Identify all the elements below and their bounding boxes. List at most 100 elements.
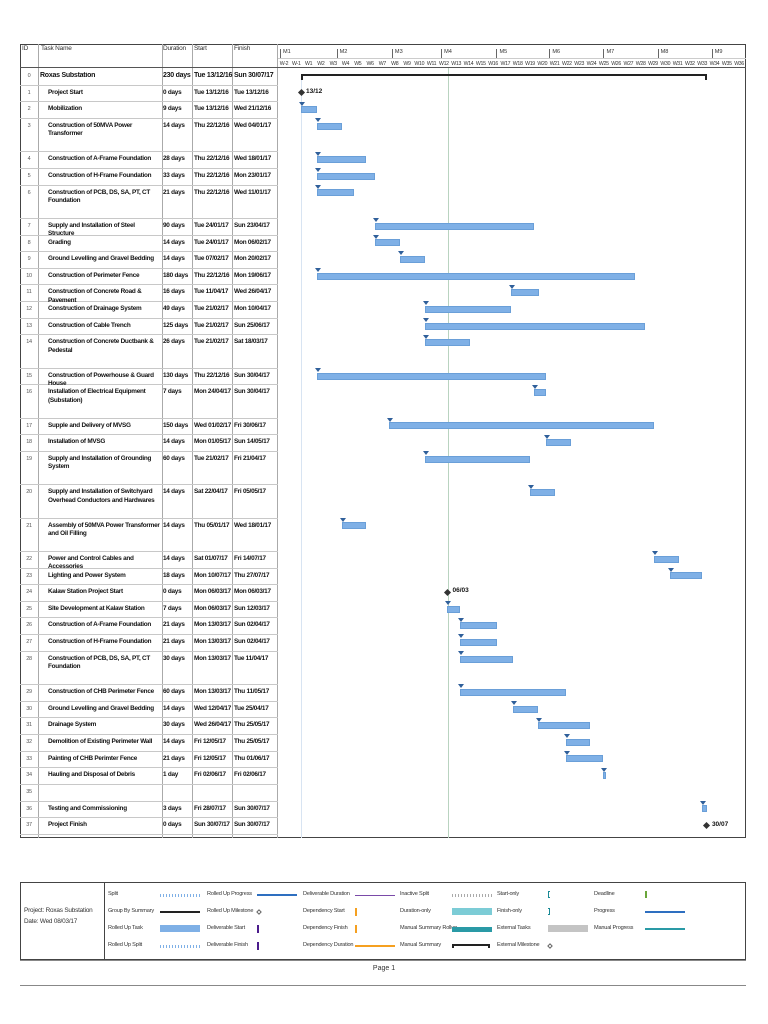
- task-duration[interactable]: 14 days: [163, 121, 185, 129]
- gantt-bar[interactable]: [424, 339, 471, 347]
- task-duration[interactable]: 30 days: [163, 654, 185, 662]
- gantt-bar[interactable]: [701, 805, 707, 813]
- task-duration[interactable]: 7 days: [163, 388, 182, 396]
- task-start[interactable]: Tue 13/12/16: [194, 105, 229, 113]
- gantt-bar[interactable]: [459, 655, 513, 663]
- gantt-bar[interactable]: [424, 322, 646, 330]
- task-duration[interactable]: 14 days: [163, 554, 185, 562]
- task-start[interactable]: Mon 13/03/17: [194, 654, 231, 662]
- task-duration[interactable]: 33 days: [163, 171, 185, 179]
- col-header-duration[interactable]: Duration: [163, 45, 186, 52]
- task-duration[interactable]: 30 days: [163, 721, 185, 729]
- gantt-bar[interactable]: [375, 222, 534, 230]
- task-finish[interactable]: Sun 02/04/17: [234, 621, 270, 629]
- gantt-bar[interactable]: [316, 272, 635, 280]
- task-name[interactable]: Testing and Commissioning: [48, 804, 127, 812]
- task-finish[interactable]: Tue 13/12/16: [234, 88, 269, 96]
- task-finish[interactable]: Wed 04/01/17: [234, 121, 272, 129]
- task-start[interactable]: Tue 24/01/17: [194, 221, 229, 229]
- task-finish[interactable]: Mon 06/02/17: [234, 238, 271, 246]
- task-duration[interactable]: 14 days: [163, 255, 185, 263]
- gantt-bar[interactable]: [512, 705, 538, 713]
- task-name[interactable]: Construction of 50MVA Power Transformer: [48, 121, 133, 138]
- col-header-task-name[interactable]: Task Name: [41, 45, 72, 52]
- task-duration[interactable]: 26 days: [163, 338, 185, 346]
- gantt-bar[interactable]: [375, 239, 400, 247]
- task-name[interactable]: Project Finish: [48, 821, 87, 829]
- task-name[interactable]: Power and Control Cables and Accessories: [48, 554, 134, 571]
- gantt-bar[interactable]: [389, 422, 654, 430]
- task-duration[interactable]: 125 days: [163, 321, 189, 329]
- task-duration[interactable]: 0 days: [163, 821, 182, 829]
- task-start[interactable]: Fri 12/05/17: [194, 738, 226, 745]
- task-finish[interactable]: Fri 21/04/17: [234, 454, 266, 462]
- task-finish[interactable]: Wed 21/12/16: [234, 105, 272, 113]
- task-duration[interactable]: 130 days: [163, 371, 189, 379]
- task-duration[interactable]: 180 days: [163, 271, 189, 279]
- task-name[interactable]: Drainage System: [48, 721, 97, 729]
- task-name[interactable]: Installation of Electrical Equipment (Su…: [48, 388, 146, 404]
- task-duration[interactable]: 7 days: [163, 604, 182, 612]
- task-finish[interactable]: Sun 30/07/17: [234, 821, 270, 829]
- task-name[interactable]: Construction of Cable Trench: [48, 321, 131, 329]
- task-start[interactable]: Tue 24/01/17: [194, 238, 229, 246]
- task-duration[interactable]: 14 days: [163, 521, 185, 529]
- task-start[interactable]: Tue 21/02/17: [194, 338, 229, 346]
- task-duration[interactable]: 60 days: [163, 688, 185, 696]
- task-duration[interactable]: 21 days: [163, 188, 185, 196]
- task-start[interactable]: Mon 13/03/17: [194, 638, 231, 646]
- gantt-bar[interactable]: [316, 172, 376, 180]
- gantt-bar[interactable]: [399, 255, 425, 263]
- task-start[interactable]: Mon 06/03/17: [194, 604, 231, 612]
- task-name[interactable]: Lighting and Power System: [48, 571, 126, 579]
- task-name[interactable]: Ground Levelling and Gravel Bedding: [48, 704, 154, 712]
- task-start[interactable]: Fri 12/05/17: [194, 754, 226, 762]
- task-finish[interactable]: Thu 27/07/17: [234, 571, 270, 579]
- task-start[interactable]: Sat 01/07/17: [194, 554, 228, 562]
- task-name[interactable]: Construction of Powerhouse & Guard House: [48, 371, 154, 387]
- task-name[interactable]: Ground Levelling and Gravel Bedding: [48, 255, 154, 263]
- task-finish[interactable]: Sun 25/06/17: [234, 321, 270, 329]
- col-header-start[interactable]: Start: [194, 45, 207, 52]
- task-finish[interactable]: Fri 14/07/17: [234, 554, 266, 562]
- task-finish[interactable]: Sun 14/05/17: [234, 438, 270, 446]
- gantt-bar[interactable]: [546, 439, 572, 447]
- task-finish[interactable]: Sun 30/04/17: [234, 371, 270, 379]
- task-start[interactable]: Sat 22/04/17: [194, 488, 228, 496]
- task-name[interactable]: Kalaw Station Project Start: [48, 588, 123, 596]
- task-start[interactable]: Mon 01/05/17: [194, 438, 231, 446]
- task-finish[interactable]: Tue 25/04/17: [234, 704, 269, 712]
- task-name[interactable]: Construction of A-Frame Foundation: [48, 155, 152, 163]
- task-name[interactable]: Installation of MVSG: [48, 438, 106, 446]
- task-name[interactable]: Construction of Concrete Road & Pavement: [48, 288, 142, 304]
- gantt-bar[interactable]: [459, 622, 497, 630]
- task-start[interactable]: Mon 24/04/17: [194, 388, 231, 396]
- task-start[interactable]: Thu 22/12/16: [194, 271, 230, 279]
- task-start[interactable]: Tue 07/02/17: [194, 255, 229, 263]
- task-duration[interactable]: 14 days: [163, 704, 185, 712]
- task-start[interactable]: Wed 26/04/17: [194, 721, 232, 729]
- task-finish[interactable]: Thu 25/05/17: [234, 721, 270, 729]
- task-name[interactable]: Construction of PCB, DS, SA, PT, CT Foun…: [48, 188, 151, 204]
- task-duration[interactable]: 49 days: [163, 305, 185, 313]
- task-start[interactable]: Wed 01/02/17: [194, 421, 232, 429]
- task-start[interactable]: Mon 13/03/17: [194, 621, 231, 629]
- gantt-bar[interactable]: [669, 572, 702, 580]
- task-finish[interactable]: Sun 30/04/17: [234, 388, 270, 396]
- task-finish[interactable]: Sun 23/04/17: [234, 221, 270, 229]
- task-name[interactable]: Supply and Installation of Grounding Sys…: [48, 454, 152, 471]
- gantt-bar[interactable]: [301, 106, 317, 114]
- task-name[interactable]: Construction of A-Frame Foundation: [48, 621, 152, 629]
- task-duration[interactable]: 150 days: [163, 421, 189, 429]
- gantt-bar[interactable]: [447, 605, 460, 613]
- task-start[interactable]: Tue 13/12/16: [194, 72, 233, 79]
- task-start[interactable]: Wed 12/04/17: [194, 704, 232, 712]
- task-duration[interactable]: 14 days: [163, 488, 185, 496]
- task-duration[interactable]: 21 days: [163, 638, 185, 646]
- task-duration[interactable]: 9 days: [163, 105, 182, 113]
- task-name[interactable]: Construction of Perimeter Fence: [48, 271, 140, 279]
- task-finish[interactable]: Sat 18/03/17: [234, 338, 268, 346]
- col-header-finish[interactable]: Finish: [234, 45, 251, 52]
- task-name[interactable]: Supple and Delivery of MVSG: [48, 421, 131, 429]
- gantt-bar[interactable]: [602, 772, 606, 780]
